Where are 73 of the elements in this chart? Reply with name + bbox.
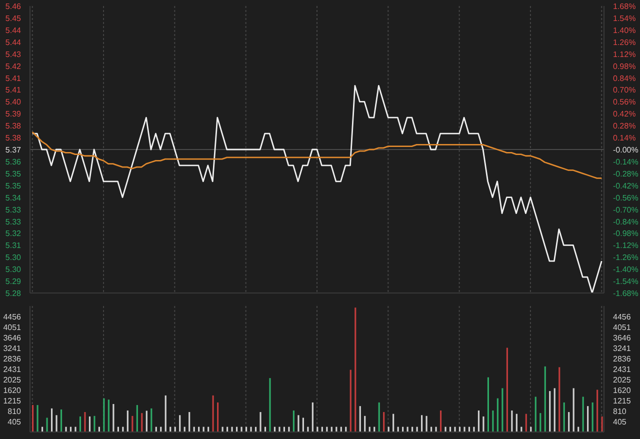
- line-series: [32, 131, 602, 179]
- y-tick-label: 5.33: [5, 205, 22, 214]
- y-tick-label: 4051: [3, 322, 22, 332]
- y-tick-label: 5.34: [5, 193, 22, 202]
- y2-tick-label: -1.40%: [613, 265, 638, 274]
- y-tick-label: 810: [8, 407, 22, 416]
- y2-tick-label: 0.56%: [613, 98, 636, 107]
- y2-tick-label: 4051: [613, 322, 632, 332]
- y-tick-label: 5.35: [5, 169, 22, 178]
- y-tick-label: 5.38: [5, 122, 22, 131]
- y-tick-label: 5.45: [5, 14, 22, 23]
- y-tick-label: 5.37: [5, 146, 22, 154]
- y-tick-label: 5.46: [5, 2, 22, 11]
- y-tick-label: 5.32: [5, 229, 22, 238]
- y2-tick-label: 0.14%: [613, 134, 636, 143]
- y2-tick-label: -0.98%: [613, 229, 638, 238]
- y-tick-label: 5.41: [5, 86, 22, 95]
- y-tick-label: 4456: [3, 312, 22, 322]
- y-tick-label: 5.39: [5, 110, 22, 119]
- y2-tick-label: 1.40%: [613, 26, 636, 35]
- y-tick-label: 5.36: [5, 157, 22, 166]
- y-tick-label: 405: [8, 418, 22, 426]
- y-tick-label: 2836: [3, 354, 22, 364]
- y-tick-label: 5.31: [5, 241, 22, 250]
- y2-tick-label: 4456: [613, 312, 632, 322]
- y-tick-label: 5.29: [5, 277, 22, 286]
- y2-tick-label: 0.42%: [613, 110, 636, 119]
- y2-tick-label: -0.56%: [613, 193, 638, 202]
- y2-tick-label: 405: [613, 418, 627, 426]
- y2-tick-label: 1.26%: [613, 38, 636, 47]
- y-tick-label: 5.40: [5, 98, 22, 107]
- y2-tick-label: -0.14%: [613, 157, 638, 166]
- y2-tick-label: -1.12%: [613, 241, 638, 250]
- y2-tick-label: 0.98%: [613, 62, 636, 71]
- y-tick-label: 5.33: [5, 217, 22, 226]
- y-tick-label: 5.30: [5, 265, 22, 274]
- y2-tick-label: 1.54%: [613, 14, 636, 23]
- y2-tick-label: 1.68%: [613, 2, 636, 11]
- y2-tick-label: 3646: [613, 333, 632, 342]
- y2-tick-label: 2025: [613, 376, 632, 385]
- y-tick-label: 5.30: [5, 253, 22, 262]
- y-tick-label: 3646: [3, 333, 22, 342]
- y2-tick-label: 0.84%: [613, 74, 636, 83]
- y-tick-label: 5.42: [5, 62, 22, 71]
- y-tick-label: 5.44: [5, 38, 22, 47]
- y2-tick-label: -0.70%: [613, 205, 638, 214]
- y2-tick-label: 1.12%: [613, 50, 636, 59]
- y-tick-label: 5.44: [5, 26, 22, 35]
- y-tick-label: 2025: [3, 376, 22, 385]
- y2-tick-label: 0.70%: [613, 86, 636, 95]
- y2-tick-label: 2431: [613, 364, 632, 374]
- y2-tick-label: -1.68%: [613, 289, 638, 298]
- y2-tick-label: 810: [613, 407, 627, 416]
- y-tick-label: 5.28: [5, 289, 22, 298]
- y-tick-label: 5.43: [5, 50, 22, 59]
- y2-tick-label: -1.26%: [613, 253, 638, 262]
- y2-tick-label: -0.42%: [613, 181, 638, 190]
- y-tick-label: 1215: [3, 396, 22, 406]
- y2-tick-label: 1620: [613, 386, 632, 396]
- y2-tick-label: -1.54%: [613, 277, 638, 286]
- y-tick-label: 5.35: [5, 181, 22, 190]
- y-tick-label: 2431: [3, 364, 22, 374]
- y-tick-label: 5.38: [5, 134, 22, 143]
- y2-tick-label: -0.84%: [613, 217, 638, 226]
- y-tick-label: 3241: [3, 344, 22, 353]
- y-tick-label: 1620: [3, 386, 22, 396]
- y2-tick-label: 2836: [613, 354, 632, 364]
- y-tick-label: 5.41: [5, 74, 22, 83]
- y2-tick-label: 3241: [613, 344, 632, 353]
- y2-tick-label: -0.28%: [613, 169, 638, 178]
- y2-tick-label: 1215: [613, 396, 632, 406]
- y2-tick-label: 0.28%: [613, 122, 636, 131]
- y2-tick-label: -0.00%: [613, 146, 638, 154]
